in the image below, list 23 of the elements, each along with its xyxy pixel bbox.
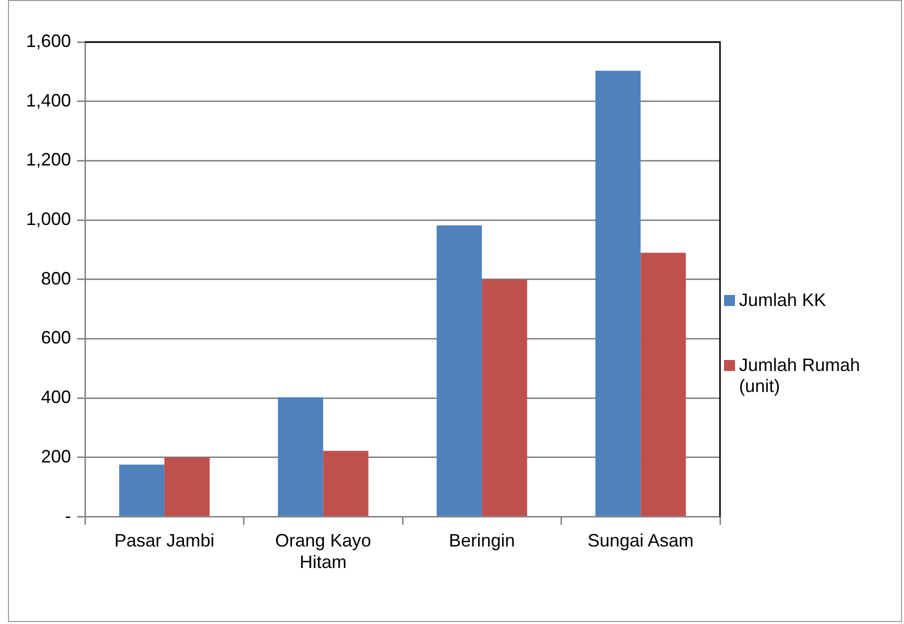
x-tick-label: Orang Kayo Hitam [275,530,372,572]
bar [640,252,686,516]
y-tick-label: 1,400 [26,90,72,110]
y-tick-label: 1,000 [26,209,72,230]
y-tick-label: 400 [40,387,72,408]
bar [436,225,482,516]
bar [482,279,528,516]
y-tick-label: - [65,506,72,526]
y-tick-label: 200 [40,446,72,466]
bar [278,397,324,516]
y-tick-label: 1,600 [26,30,72,51]
legend-label: Jumlah Rumah (unit) [739,355,862,397]
y-tick-label: 1,200 [26,150,72,170]
bar [595,70,641,516]
legend-label: Jumlah KK [739,290,826,311]
y-tick-label: 800 [40,268,72,288]
x-tick-label: Sungai Asam [588,530,694,551]
bar [119,464,164,516]
bar [323,450,368,516]
x-tick-label: Beringin [448,530,515,551]
bar [164,457,210,516]
x-tick-label: Pasar Jambi [114,530,214,551]
y-tick-label: 600 [40,328,72,348]
